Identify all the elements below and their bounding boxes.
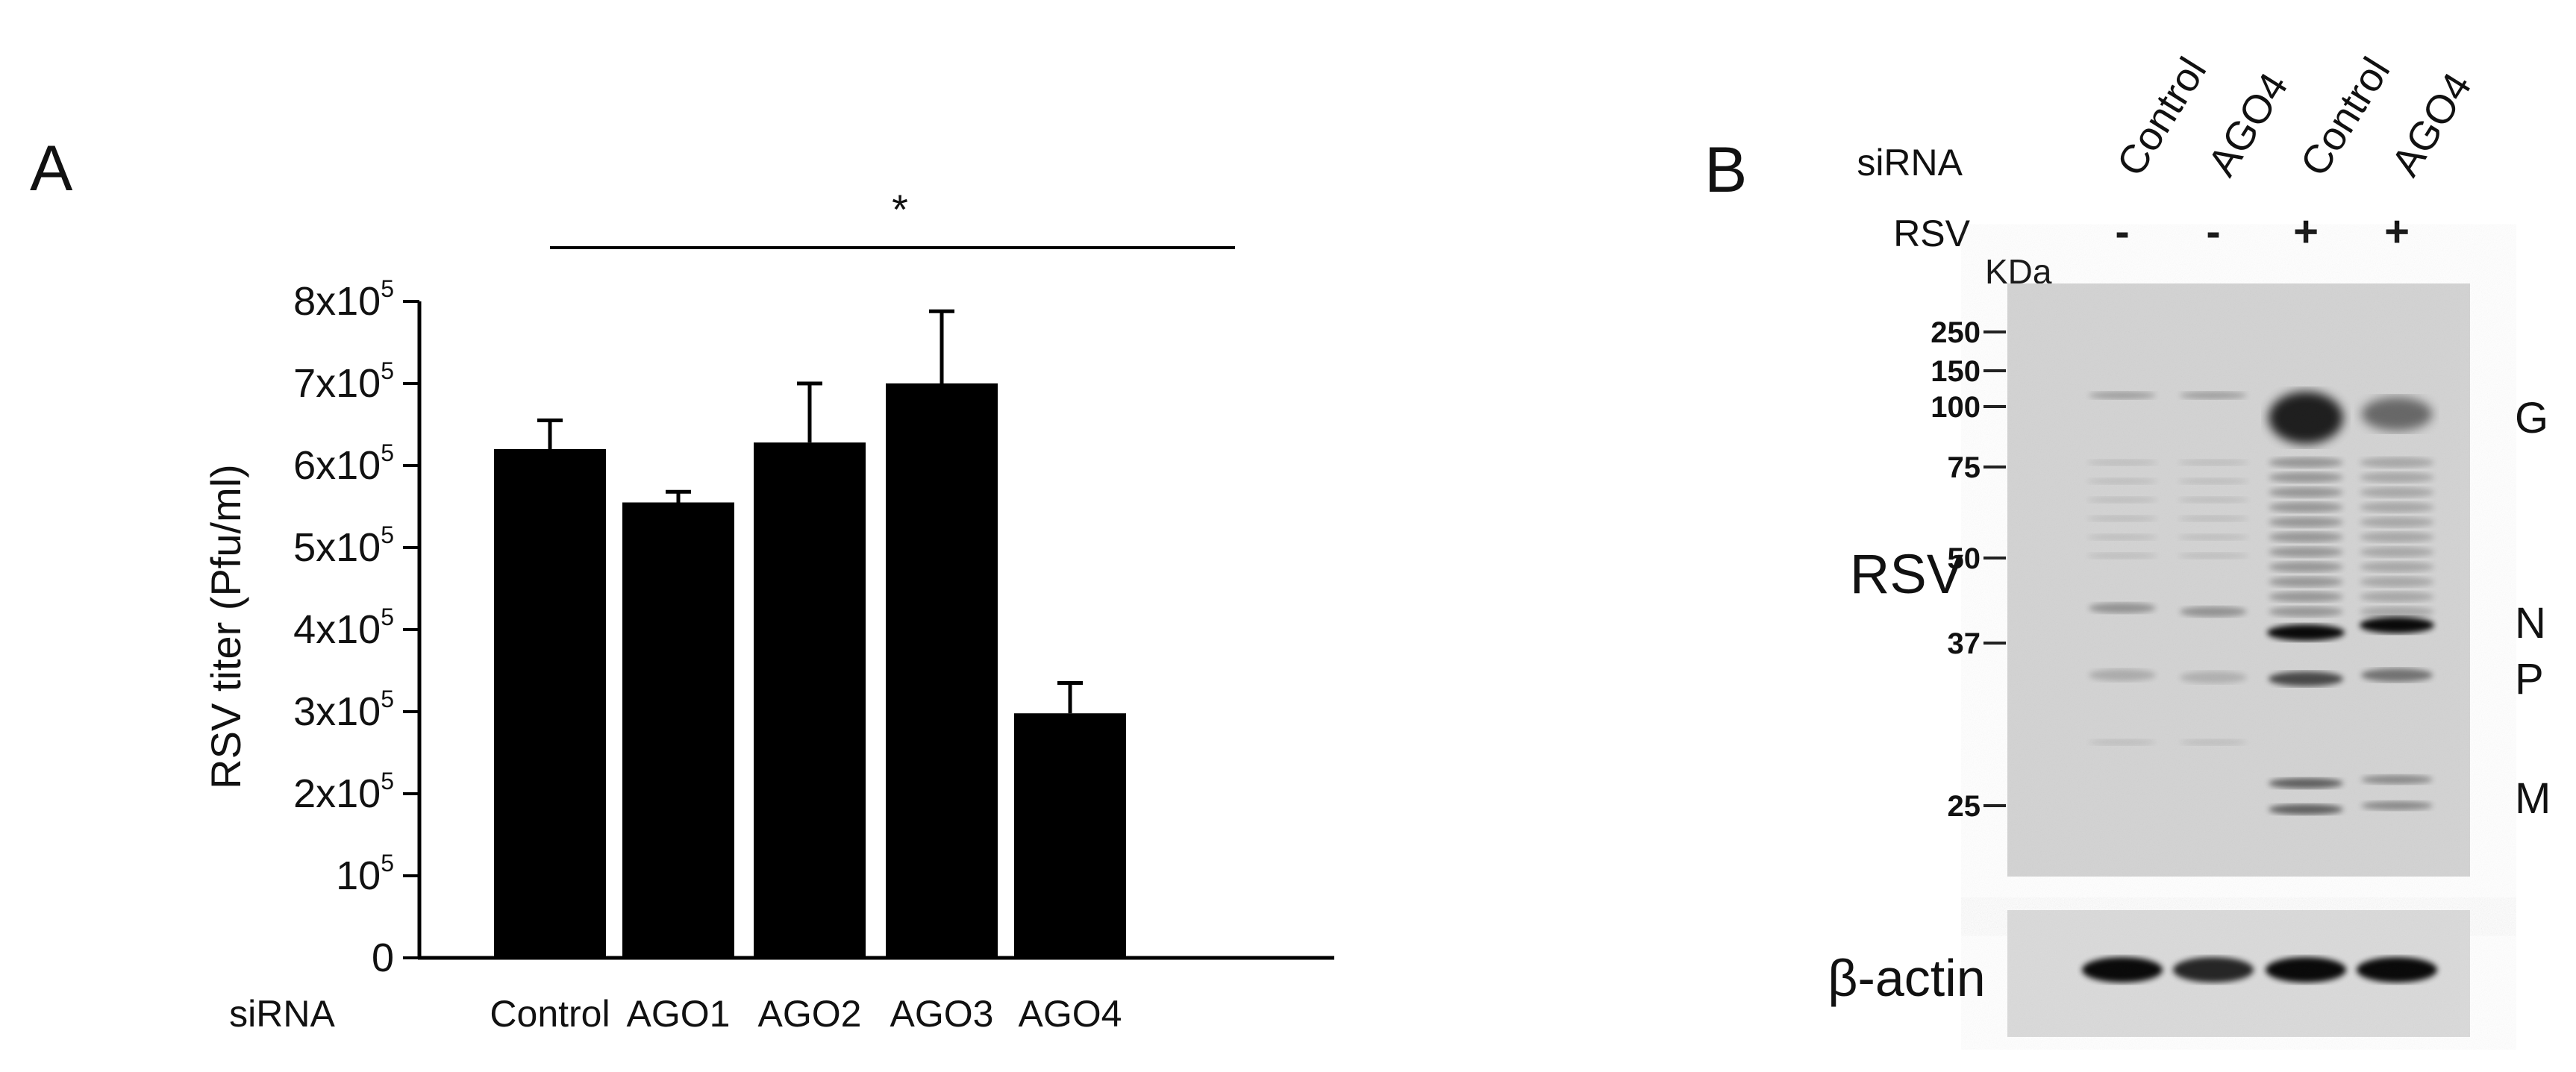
panel-b-letter: B bbox=[1704, 134, 1747, 206]
lane-rsv-sign: - bbox=[2115, 207, 2129, 256]
row-label-rsv: RSV bbox=[1893, 213, 1970, 254]
y-tick-label: 3x105 bbox=[293, 686, 394, 734]
panel-a-letter: A bbox=[30, 133, 73, 204]
beta-actin-blot bbox=[2007, 910, 2470, 1037]
marker-label: 100 bbox=[1931, 391, 1981, 424]
lane-sirna-label: AGO4 bbox=[2383, 65, 2480, 184]
band-label: M bbox=[2515, 774, 2551, 823]
x-tick-label: AGO4 bbox=[1019, 993, 1122, 1035]
significance-asterisk: * bbox=[892, 186, 908, 233]
band-label: N bbox=[2515, 599, 2546, 648]
y-tick-label: 105 bbox=[336, 850, 394, 898]
lane-rsv-sign: + bbox=[2384, 207, 2410, 256]
lane-rsv-sign: + bbox=[2293, 207, 2319, 256]
lane-sirna-label: AGO4 bbox=[2199, 65, 2296, 184]
lane-labels: Control - AGO4 - Control + AGO4 + bbox=[2108, 50, 2480, 256]
bar bbox=[494, 449, 606, 958]
marker-label: 25 bbox=[1948, 790, 1981, 823]
x-tick-label: Control bbox=[490, 993, 610, 1035]
bar bbox=[754, 442, 866, 958]
marker-label: 37 bbox=[1948, 627, 1981, 660]
band-labels: G NP M bbox=[2515, 394, 2551, 823]
panel-b-western-blot: B siRNA RSV KDa Control-AGO4-Control+AGO… bbox=[1704, 50, 2551, 1037]
marker-label: 50 bbox=[1948, 542, 1981, 575]
y-tick-label: 4x105 bbox=[293, 604, 394, 652]
x-axis-category-labels: Control AGO1 AGO2 AGO3 AGO4 bbox=[490, 993, 1122, 1035]
y-axis-label: RSV titer (Pfu/ml) bbox=[202, 464, 249, 789]
band-label: P bbox=[2515, 655, 2544, 703]
lane-rsv-sign: - bbox=[2206, 207, 2220, 256]
y-tick-label: 7x105 bbox=[293, 357, 394, 406]
y-tick-label: 0 bbox=[372, 935, 394, 980]
band-label: G bbox=[2515, 394, 2548, 442]
blot-label-rsv: RSV bbox=[1850, 543, 1964, 605]
loading-control-label: β-actin bbox=[1828, 949, 1985, 1007]
x-tick-label: AGO2 bbox=[758, 993, 862, 1035]
x-tick-label: AGO3 bbox=[890, 993, 994, 1035]
y-tick-label: 8x105 bbox=[293, 275, 394, 324]
y-tick-label: 6x105 bbox=[293, 439, 394, 488]
marker-label: 75 bbox=[1948, 451, 1981, 484]
x-axis-row-label-sirna: siRNA bbox=[229, 993, 335, 1035]
bar bbox=[886, 383, 998, 958]
rsv-blot bbox=[2007, 283, 2470, 877]
y-tick-label: 5x105 bbox=[293, 521, 394, 570]
bars bbox=[494, 309, 1126, 958]
panel-a-bar-chart: A * RSV titer (Pfu/ml) 0 105 2x105 3x105 4x1… bbox=[30, 133, 1334, 1035]
x-tick-label: AGO1 bbox=[627, 993, 731, 1035]
y-tick-label: 2x105 bbox=[293, 768, 394, 816]
bar bbox=[1014, 713, 1126, 958]
marker-label: 150 bbox=[1931, 355, 1981, 388]
marker-label: 250 bbox=[1931, 316, 1981, 349]
lane-sirna-label: Control bbox=[2292, 50, 2398, 184]
bar bbox=[622, 502, 734, 958]
lane-sirna-label: Control bbox=[2108, 50, 2215, 184]
y-axis-ticks: 0 105 2x105 3x105 4x105 5x105 6x105 7x105 8x105 bbox=[293, 275, 419, 980]
row-label-sirna: siRNA bbox=[1857, 142, 1963, 184]
